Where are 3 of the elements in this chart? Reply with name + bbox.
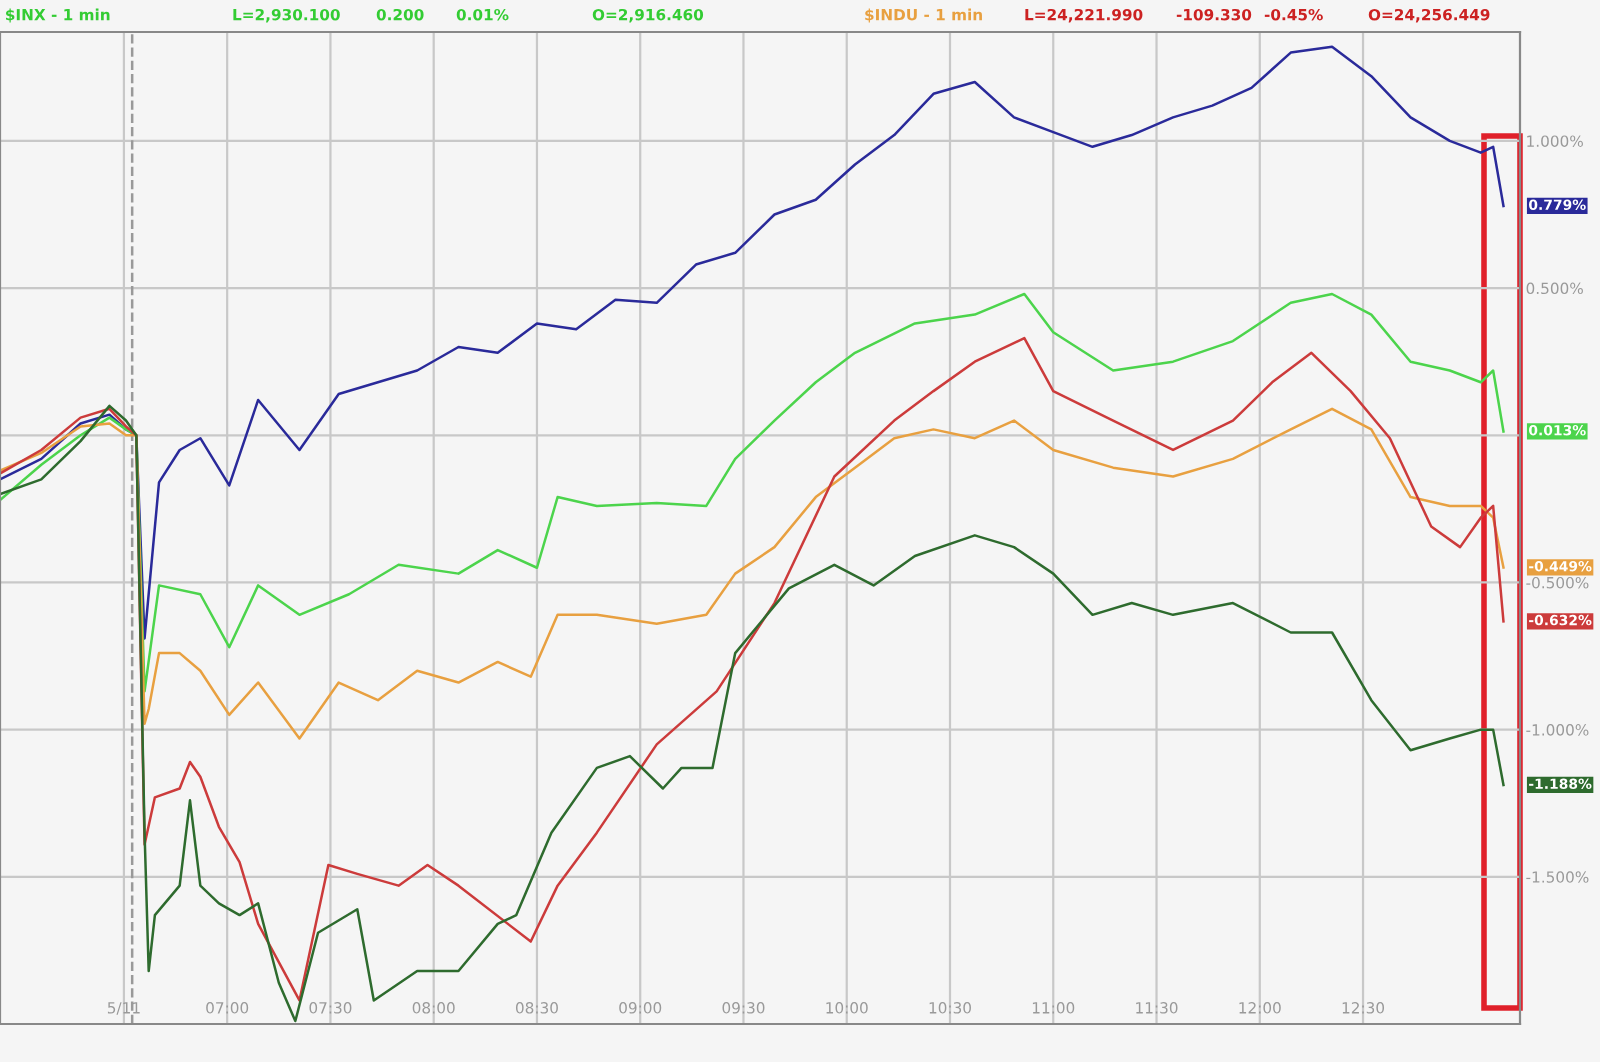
line-series <box>0 292 1505 693</box>
line-series <box>0 407 1505 740</box>
line-series <box>0 45 1505 640</box>
